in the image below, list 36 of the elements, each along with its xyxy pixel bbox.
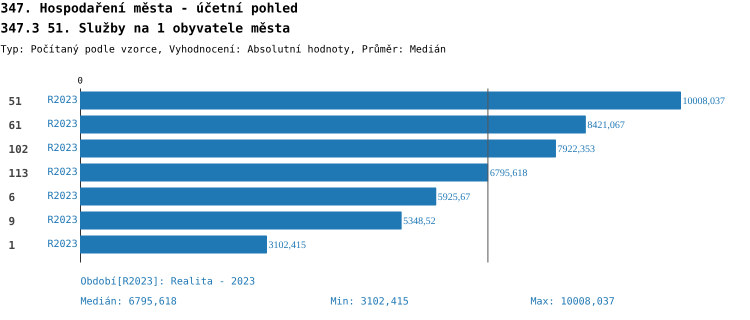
series-label: R2023 (48, 95, 78, 106)
y-tick-label: 102 (8, 143, 28, 156)
bar (80, 92, 681, 110)
text: R2023 (48, 167, 78, 178)
y-tick-label: 51 (8, 95, 22, 108)
text: Období[R2023]: Realita - 2023 (80, 276, 256, 288)
text: Typ: Počítaný podle vzorce, Vyhodnocení: Absolutní hodnoty, Průměr: Medián (0, 44, 446, 56)
text: R2023 (48, 191, 78, 202)
text: R2023 (48, 215, 78, 226)
y-tick-label: 61 (8, 119, 22, 132)
data-label: 3102,415 (268, 240, 306, 251)
chart-title: 347. Hospodaření města - účetní pohled (0, 2, 298, 16)
text: R2023 (48, 239, 78, 250)
data-label: 5348,52 (403, 216, 436, 227)
text: 0 (78, 76, 83, 86)
data-label: 6795,618 (490, 168, 528, 179)
bar (80, 212, 402, 230)
bar (80, 236, 267, 254)
y-tick-label: 113 (8, 167, 28, 180)
text: R2023 (48, 143, 78, 154)
bar (80, 188, 436, 206)
data-label: 8421,067 (587, 120, 625, 131)
y-tick-label: 9 (8, 215, 16, 228)
y-tick-label: 6 (8, 191, 16, 204)
data-label: 10008,037 (682, 96, 725, 107)
data-label: 5925,67 (438, 192, 470, 203)
bar (80, 140, 556, 158)
text: Min: 3102,415 (330, 296, 409, 308)
chart-subtitle: 347.3 51. Služby na 1 obyvatele města (0, 22, 290, 36)
text: Max: 10008,037 (530, 296, 615, 308)
text: Medián: 6795,618 (80, 296, 177, 308)
bar (80, 164, 488, 182)
text: R2023 (48, 119, 78, 130)
y-tick-label: 1 (8, 239, 16, 252)
data-label: 7922,353 (557, 144, 595, 155)
bar (80, 116, 586, 134)
